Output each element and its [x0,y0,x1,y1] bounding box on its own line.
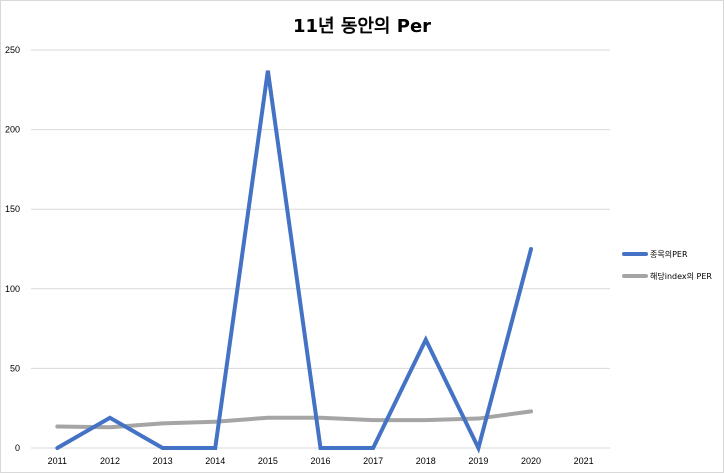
legend-swatch-stock-per [622,252,648,256]
x-tick-label: 2012 [100,456,120,466]
series-lines [55,70,534,454]
y-tick-label: 150 [5,204,20,214]
legend-item-index-per: 해당index의 PER [622,265,712,287]
x-tick-label: 2019 [468,456,488,466]
x-tick-label: 2011 [48,456,67,466]
series-line-stock-per [55,70,534,454]
y-tick-label: 200 [5,125,20,135]
series-line-index-per [55,409,534,430]
x-tick-label: 2017 [363,456,383,466]
x-tick-label: 2015 [258,456,278,466]
x-tick-label: 2013 [153,456,173,466]
chart-title: 11년 동안의 Per [292,16,432,37]
legend-item-stock-per: 종목의PER [622,243,712,265]
y-tick-label: 50 [10,363,20,373]
legend-swatch-index-per [622,274,648,278]
x-axis-ticks: 2011 2012 2013 2014 2015 2016 2017 2018 2019 2020… [48,456,594,466]
x-tick-label: 2016 [310,456,330,466]
x-tick-label: 2021 [574,456,594,466]
x-tick-label: 2018 [416,456,436,466]
legend: 종목의PER 해당index의 PER [622,243,712,287]
x-tick-label: 2014 [205,456,225,466]
legend-label-index-per: 해당index의 PER [650,271,712,281]
legend-label-stock-per: 종목의PER [650,249,688,259]
y-tick-label: 0 [15,443,20,453]
gridlines [31,49,610,449]
x-tick-label: 2020 [521,456,541,466]
y-tick-label: 250 [5,45,20,55]
y-tick-label: 100 [5,284,20,294]
y-axis-ticks: 0 50 100 150 200 250 [5,45,20,453]
